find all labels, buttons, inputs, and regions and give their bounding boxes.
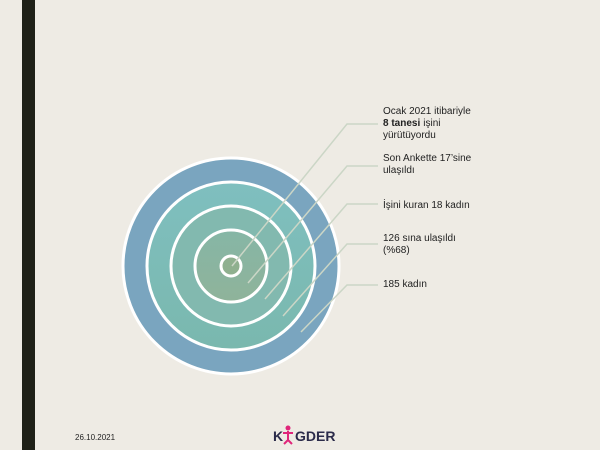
logo-figure	[283, 425, 293, 445]
date: 26.10.2021	[75, 433, 116, 442]
leader-line	[247, 165, 378, 284]
leader-line	[282, 243, 378, 317]
label: (%68)	[383, 245, 410, 256]
label: 185 kadın	[383, 279, 427, 290]
label: Son Ankette 17’sine	[383, 153, 472, 164]
rings	[121, 156, 341, 376]
label: 8 tanesi işini	[383, 118, 440, 129]
label-bold: 8 tanesi	[383, 118, 420, 129]
logo-right: GDER	[295, 428, 335, 444]
leader-line	[300, 284, 378, 333]
side-bar	[22, 0, 35, 450]
logo-left: K	[273, 428, 283, 444]
label: 126 sına ulaşıldı	[383, 233, 456, 244]
label: işini	[423, 118, 440, 129]
label: ulaşıldı	[383, 165, 415, 176]
label: İşini kuran 18 kadın	[383, 198, 470, 211]
label: yürütüyordu	[383, 130, 436, 141]
label: Ocak 2021 itibariyle	[383, 106, 471, 117]
leader-line	[264, 203, 378, 300]
leaders	[231, 123, 378, 333]
leader-line	[231, 123, 378, 267]
